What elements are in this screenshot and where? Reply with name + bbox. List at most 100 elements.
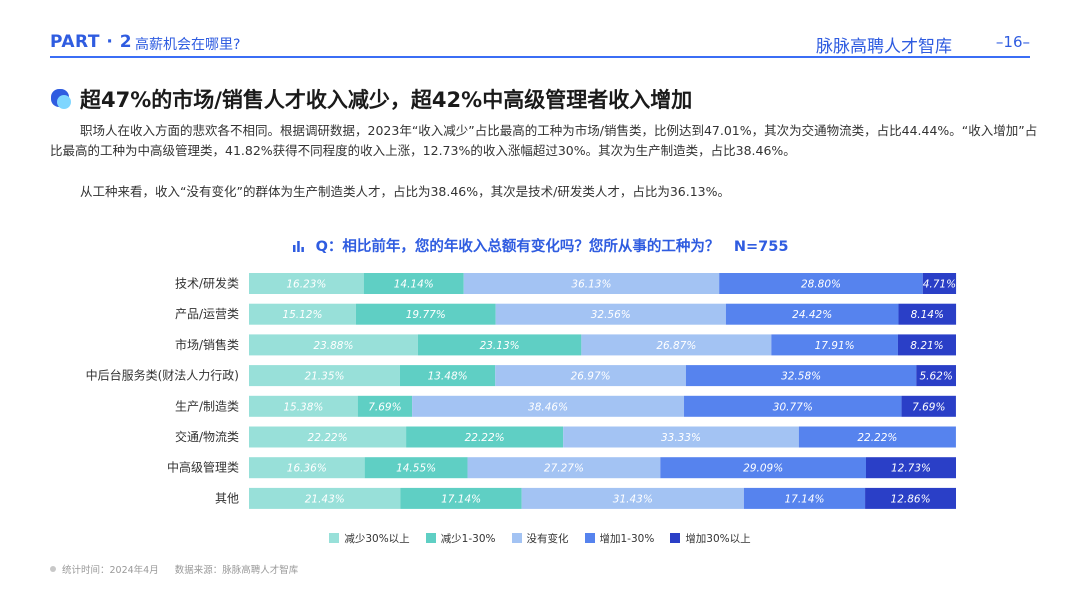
bar-segment <box>249 457 365 479</box>
bar-chart-icon <box>292 241 304 252</box>
bar-segment <box>684 395 902 417</box>
legend-label: 减少30%以上 <box>344 533 410 545</box>
data-label: 29.09% <box>743 463 783 475</box>
legend-item: 减少1-30% <box>425 531 496 546</box>
bar-segment <box>725 303 899 325</box>
category-label: 技术/研发类 <box>175 276 239 291</box>
data-label: 24.42% <box>792 309 832 321</box>
bar-segment <box>771 334 898 356</box>
legend-swatch <box>584 533 595 543</box>
brand-name: 脉脉高聘人才智库 <box>816 37 952 57</box>
category-label: 产品/运营类 <box>175 307 239 321</box>
category-label: 交通/物流类 <box>175 429 239 444</box>
legend-item: 增加30%以上 <box>670 531 751 546</box>
data-label: 30.77% <box>773 401 813 413</box>
data-label: 15.12% <box>282 309 322 321</box>
data-label: 33.33% <box>661 432 701 444</box>
legend-item: 没有变化 <box>511 531 569 546</box>
bar-segment <box>363 273 464 294</box>
data-label: 28.80% <box>801 279 841 291</box>
data-label: 12.73% <box>891 463 931 475</box>
legend-label: 增加1-30% <box>599 533 655 545</box>
bar-segment <box>463 273 720 294</box>
bar-segment <box>406 426 564 448</box>
bubble-icon <box>51 89 71 109</box>
legend-swatch <box>329 533 340 543</box>
legend-label: 没有变化 <box>526 533 569 545</box>
data-label: 22.22% <box>308 432 348 444</box>
category-label: 其他 <box>215 491 239 505</box>
section-subtitle: 高薪机会在哪里? <box>135 37 241 53</box>
bar-segment <box>660 457 866 479</box>
bar-segment <box>901 395 956 417</box>
bar-segment <box>922 273 957 294</box>
data-label: 31.43% <box>613 493 653 505</box>
bar-segment <box>417 334 582 356</box>
bar-segment <box>249 273 364 294</box>
data-label: 15.38% <box>283 401 323 413</box>
bar-segment <box>357 395 413 417</box>
data-label: 23.88% <box>313 340 353 352</box>
bar-segment <box>719 273 923 294</box>
data-source: 数据来源：脉脉高聘人才智库 <box>174 565 299 576</box>
bar-segment <box>249 303 356 325</box>
legend-swatch <box>511 533 522 543</box>
stacked-bar-chart: 技术/研发类 16.23% 14.14% 36.13% 28.80% 4.71% 产品/运营… <box>86 273 957 509</box>
data-label: 7.69% <box>912 401 945 413</box>
bar-segment <box>897 334 956 356</box>
data-label: 38.46% <box>528 401 568 413</box>
bar-segment <box>865 457 956 479</box>
data-label: 16.36% <box>287 463 327 475</box>
data-label: 17.91% <box>815 340 855 352</box>
data-label: 17.14% <box>441 493 481 505</box>
category-label: 中高级管理类 <box>167 460 239 475</box>
bar-segment <box>249 365 400 387</box>
category-label: 生产/制造类 <box>175 399 239 413</box>
page-title: 超47%的市场/销售人才收入减少，超42%中高级管理者收入增加 <box>80 88 693 112</box>
data-label: 36.13% <box>571 279 611 291</box>
footer-dot-icon <box>50 566 56 572</box>
bar-segment <box>798 426 956 448</box>
category-label: 市场/销售类 <box>175 337 239 352</box>
bar-segment <box>521 487 744 509</box>
data-label: 26.97% <box>571 371 611 383</box>
footer: 统计时间：2024年4月 数据来源：脉脉高聘人才智库 <box>50 562 298 576</box>
data-label: 27.27% <box>544 463 584 475</box>
data-label: 16.23% <box>286 279 326 291</box>
data-label: 22.22% <box>465 432 505 444</box>
data-label: 8.21% <box>910 340 943 352</box>
bar-segment <box>495 303 726 325</box>
bar-segment <box>495 365 686 387</box>
data-label: 14.55% <box>396 463 436 475</box>
bar-segment <box>865 487 956 509</box>
chart-title-text: Q：相比前年，您的年收入总额有变化吗？您所从事的工种为？ N=755 <box>315 239 789 255</box>
chart-title: Q：相比前年，您的年收入总额有变化吗？您所从事的工种为？ N=755 <box>0 235 1080 256</box>
legend-label: 增加30%以上 <box>685 533 751 545</box>
bar-segment <box>400 487 522 509</box>
data-label: 17.14% <box>784 493 824 505</box>
data-label: 5.62% <box>919 371 952 383</box>
legend-item: 减少30%以上 <box>329 531 410 546</box>
stat-time: 统计时间：2024年4月 <box>62 565 159 576</box>
part-label: PART · 2 <box>50 32 133 52</box>
bar-segment <box>581 334 772 356</box>
bar-segment <box>743 487 866 509</box>
bar-segment <box>249 395 358 417</box>
second-paragraph: 从工种来看，收入“没有变化”的群体为生产制造类人才，占比为38.46%，其次是技… <box>80 184 730 199</box>
bar-segment <box>563 426 799 448</box>
data-label: 22.22% <box>857 432 897 444</box>
bar-segment <box>249 334 418 356</box>
data-label: 4.71% <box>923 279 956 291</box>
data-label: 19.77% <box>406 309 446 321</box>
data-label: 13.48% <box>428 371 468 383</box>
bar-segment <box>916 365 956 387</box>
page-number: –16– <box>995 33 1030 51</box>
data-label: 23.13% <box>480 340 520 352</box>
data-label: 21.35% <box>304 371 344 383</box>
chart-legend: 减少30%以上 减少1-30% 没有变化 增加1-30% 增加30%以上 <box>0 531 1080 546</box>
data-label: 7.69% <box>368 401 401 413</box>
legend-label: 减少1-30% <box>440 533 496 545</box>
data-label: 8.14% <box>911 309 944 321</box>
page-header: PART · 2 高薪机会在哪里? 脉脉高聘人才智库 –16– <box>50 30 1030 58</box>
category-label: 中后台服务类(财法人力行政) <box>86 368 239 383</box>
